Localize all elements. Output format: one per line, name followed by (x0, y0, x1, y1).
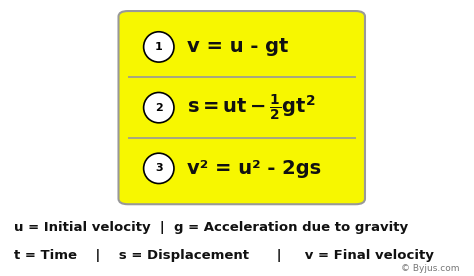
Ellipse shape (144, 92, 174, 123)
Text: © Byjus.com: © Byjus.com (401, 264, 460, 273)
Ellipse shape (144, 32, 174, 62)
Text: v = u - gt: v = u - gt (187, 38, 289, 56)
Text: $\mathbf{s = ut - \frac{1}{2}gt^2}$: $\mathbf{s = ut - \frac{1}{2}gt^2}$ (187, 93, 316, 123)
Text: 2: 2 (155, 103, 163, 113)
Ellipse shape (144, 153, 174, 184)
Text: v² = u² - 2gs: v² = u² - 2gs (187, 159, 321, 178)
Text: t = Time    |    s = Displacement      |     v = Final velocity: t = Time | s = Displacement | v = Final … (14, 249, 434, 262)
FancyBboxPatch shape (118, 11, 365, 204)
Text: 3: 3 (155, 163, 163, 173)
Text: 1: 1 (155, 42, 163, 52)
Text: u = Initial velocity  |  g = Acceleration due to gravity: u = Initial velocity | g = Acceleration … (14, 221, 408, 234)
